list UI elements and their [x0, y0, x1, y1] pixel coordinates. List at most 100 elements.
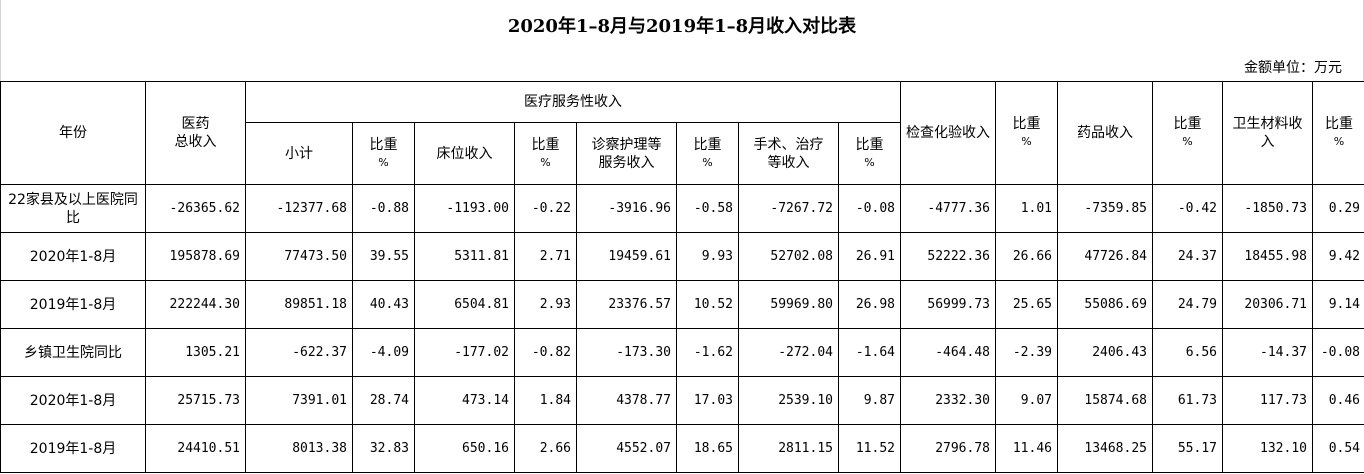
header-total-income: 医药 总收入 [145, 81, 246, 185]
table-cell: 650.16 [414, 424, 515, 473]
table-cell: -0.58 [676, 184, 739, 233]
table-cell: -7267.72 [738, 184, 839, 233]
pct-label: % [540, 155, 551, 169]
table-cell: 61.73 [1152, 376, 1223, 425]
table-row: 2019年1-8月 24410.51 8013.38 32.83 650.16 2.66 4… [0, 424, 1364, 473]
table-cell: 47726.84 [1057, 232, 1153, 281]
header-exam: 检查化验收入 [900, 81, 996, 185]
header-bed-ratio: 比重 % [514, 122, 577, 185]
table-cell: 26.98 [838, 280, 901, 329]
table-cell: 24.37 [1152, 232, 1223, 281]
table-cell: 55.17 [1152, 424, 1223, 473]
table-cell: 0.54 [1312, 424, 1364, 473]
table-cell: 10.52 [676, 280, 739, 329]
row-label: 乡镇卫生院同比 [0, 328, 146, 377]
table-cell: 17.03 [676, 376, 739, 425]
ratio-label: 比重 [1173, 116, 1202, 132]
pct-label: % [702, 155, 713, 169]
table-cell: -14.37 [1222, 328, 1313, 377]
table-cell: 2539.10 [738, 376, 839, 425]
table-row: 22家县及以上医院同比 -26365.62 -12377.68 -0.88 -1193.… [0, 184, 1364, 233]
table-cell: -7359.85 [1057, 184, 1153, 233]
table-cell: -177.02 [414, 328, 515, 377]
ratio-label: 比重 [1012, 116, 1041, 132]
unit-label: 金额单位：万元 [1244, 60, 1342, 76]
table-cell: 8013.38 [245, 424, 353, 473]
header-total-line1: 医药 [181, 116, 210, 132]
table-cell: 6.56 [1152, 328, 1223, 377]
table-row: 2019年1-8月 222244.30 89851.18 40.43 6504.81 2.… [0, 280, 1364, 329]
header-surgery-ratio: 比重 % [838, 122, 901, 185]
row-label: 22家县及以上医院同比 [0, 184, 146, 233]
table-cell: -1850.73 [1222, 184, 1313, 233]
row-label: 2019年1-8月 [0, 280, 146, 329]
table-cell: 7391.01 [245, 376, 353, 425]
table-cell: 56999.73 [900, 280, 996, 329]
table-cell: 15874.68 [1057, 376, 1153, 425]
table-cell: 9.93 [676, 232, 739, 281]
table-cell: 32.83 [352, 424, 415, 473]
table-cell: 52702.08 [738, 232, 839, 281]
header-exam-ratio: 比重 % [995, 81, 1058, 185]
header-surgery-line2: 等收入 [767, 154, 810, 171]
table-cell: 77473.50 [245, 232, 353, 281]
table-cell: 59969.80 [738, 280, 839, 329]
ratio-label: 比重 [855, 136, 884, 153]
table-cell: 2332.30 [900, 376, 996, 425]
header-material: 卫生材料收入 [1222, 81, 1313, 185]
table-cell: 18455.98 [1222, 232, 1313, 281]
table-cell: 11.46 [995, 424, 1058, 473]
table-cell: -464.48 [900, 328, 996, 377]
header-diag-ratio: 比重 % [676, 122, 739, 185]
table-cell: -4777.36 [900, 184, 996, 233]
table-cell: 9.87 [838, 376, 901, 425]
table-cell: 40.43 [352, 280, 415, 329]
table-cell: 6504.81 [414, 280, 515, 329]
table-cell: 473.14 [414, 376, 515, 425]
table-cell: 0.29 [1312, 184, 1364, 233]
table-cell: 117.73 [1222, 376, 1313, 425]
table-body: 22家县及以上医院同比 -26365.62 -12377.68 -0.88 -1193.… [0, 184, 1364, 473]
table-cell: 11.52 [838, 424, 901, 473]
table-cell: 1.84 [514, 376, 577, 425]
table-cell: 4552.07 [576, 424, 677, 473]
table-cell: 222244.30 [145, 280, 246, 329]
table-cell: 1305.21 [145, 328, 246, 377]
table-cell: 4378.77 [576, 376, 677, 425]
header-material-ratio: 比重 % [1312, 81, 1364, 185]
table-cell: -0.88 [352, 184, 415, 233]
header-drug-ratio: 比重 % [1152, 81, 1223, 185]
header-total-line2: 总收入 [174, 134, 217, 150]
table-cell: 26.66 [995, 232, 1058, 281]
table-cell: 18.65 [676, 424, 739, 473]
table-cell: 24.79 [1152, 280, 1223, 329]
table-cell: 195878.69 [145, 232, 246, 281]
header-year: 年份 [0, 81, 146, 185]
table-cell: 1.01 [995, 184, 1058, 233]
ratio-label: 比重 [369, 136, 398, 153]
table-cell: 9.42 [1312, 232, 1364, 281]
header-drug: 药品收入 [1057, 81, 1153, 185]
pct-label: % [1333, 135, 1345, 148]
table-cell: 2811.15 [738, 424, 839, 473]
table-cell: -12377.68 [245, 184, 353, 233]
pct-label: % [1182, 135, 1193, 148]
table-cell: -173.30 [576, 328, 677, 377]
table-cell: -0.82 [514, 328, 577, 377]
table-row: 2020年1-8月 195878.69 77473.50 39.55 5311.81 2.… [0, 232, 1364, 281]
table-cell: 25715.73 [145, 376, 246, 425]
header-diagnosis: 诊察护理等 服务收入 [576, 122, 677, 185]
ratio-label: 比重 [693, 136, 722, 153]
header-subtotal-ratio: 比重 % [352, 122, 415, 185]
ratio-label: 比重 [1325, 116, 1353, 132]
page-title: 2020年1–8月与2019年1–8月收入对比表 [507, 16, 857, 37]
table-cell: -0.08 [838, 184, 901, 233]
header-diag-line1: 诊察护理等 [591, 136, 662, 153]
header-medical-service: 医疗服务性收入 [245, 81, 901, 123]
table-cell: 132.10 [1222, 424, 1313, 473]
header-diag-line2: 服务收入 [598, 154, 655, 171]
table-cell: -1193.00 [414, 184, 515, 233]
row-label: 2020年1-8月 [0, 232, 146, 281]
table-cell: 25.65 [995, 280, 1058, 329]
table-cell: 23376.57 [576, 280, 677, 329]
